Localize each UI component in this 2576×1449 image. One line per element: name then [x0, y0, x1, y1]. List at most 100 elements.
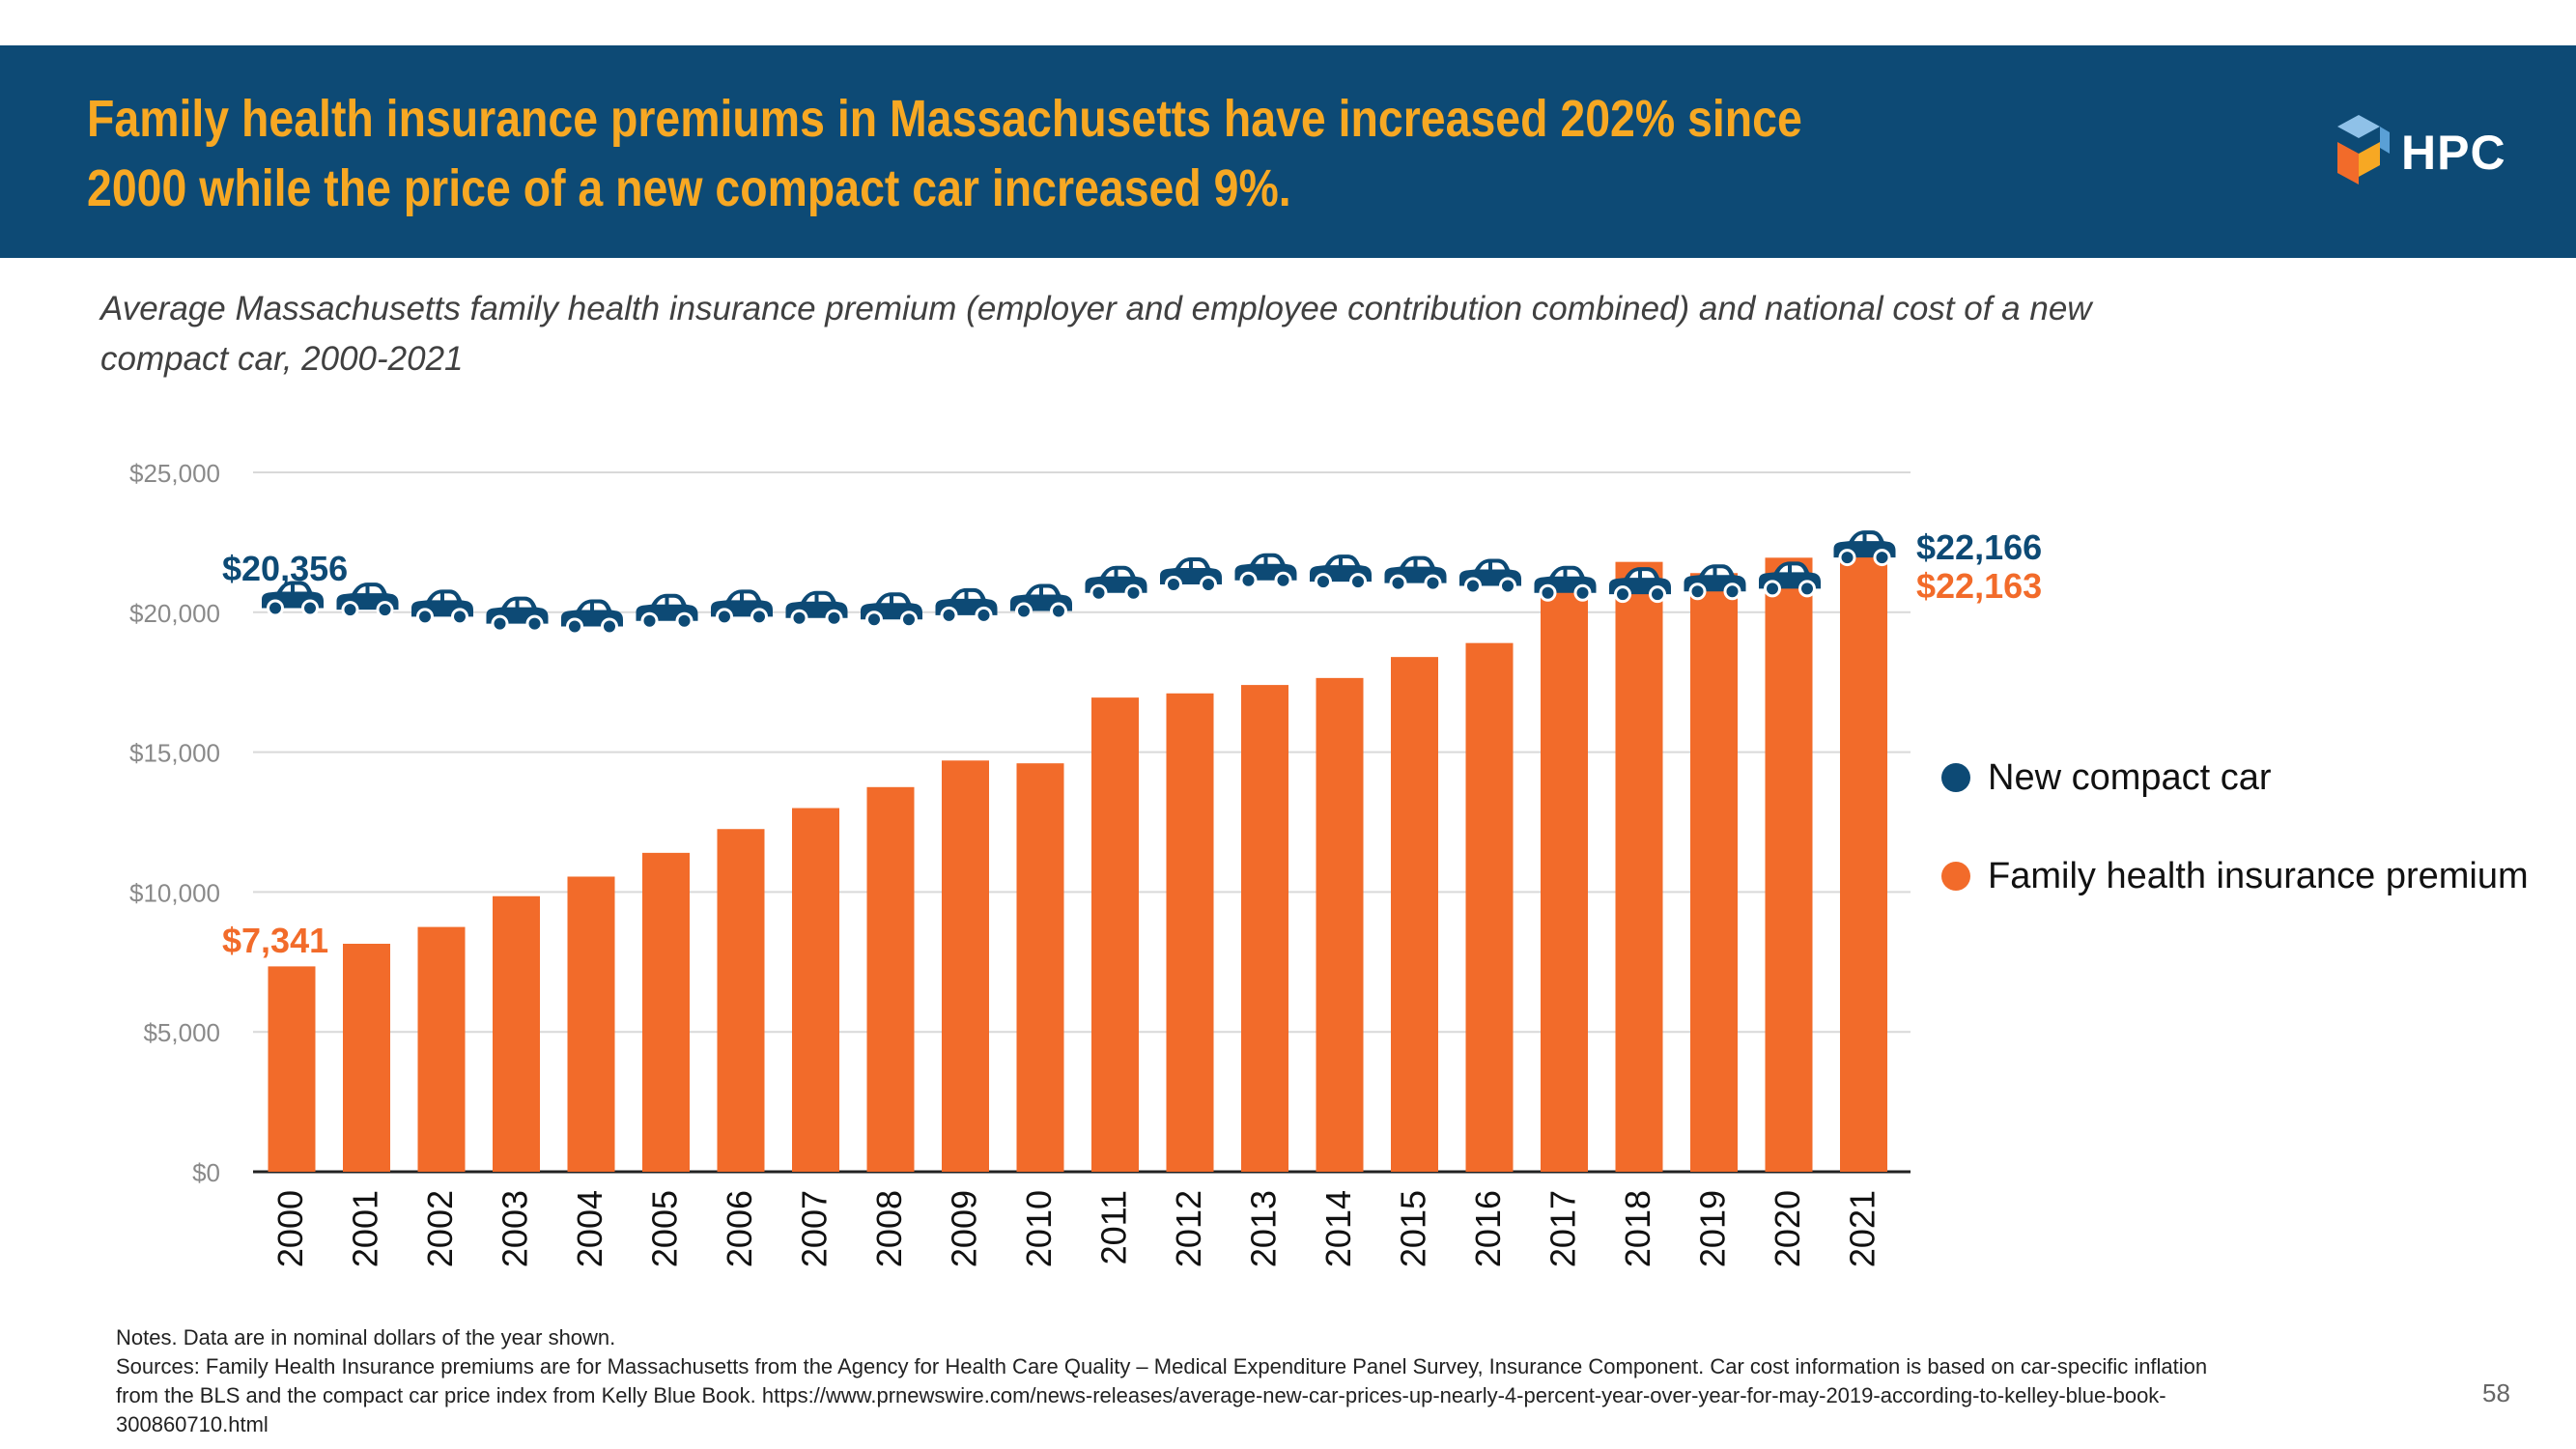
x-tick-label: 2007: [795, 1190, 835, 1267]
car-icon: [1684, 564, 1746, 601]
car-icon: [935, 587, 998, 624]
x-tick-label: 2000: [270, 1190, 310, 1267]
x-tick-label: 2016: [1468, 1190, 1508, 1267]
x-tick-label: 2011: [1094, 1190, 1134, 1264]
x-tick-label: 2010: [1019, 1190, 1059, 1267]
premium-bar: [1016, 763, 1064, 1172]
notes-line: Notes. Data are in nominal dollars of th…: [116, 1325, 616, 1350]
hpc-logo: HPC: [2330, 111, 2513, 198]
premium-bar: [1166, 693, 1214, 1172]
x-tick-label: 2006: [720, 1190, 759, 1267]
premium-bar: [1690, 573, 1738, 1172]
premium-bar: [717, 829, 765, 1172]
car-icon: [262, 581, 324, 617]
x-tick-label: 2001: [346, 1190, 385, 1267]
sources-line: Sources: Family Health Insurance premium…: [116, 1354, 2208, 1378]
legend-car-label: New compact car: [1988, 756, 2272, 798]
page-number: 58: [2482, 1378, 2510, 1407]
car-icon: [1160, 557, 1222, 594]
premium-bar: [493, 895, 540, 1172]
page-title-line-1: Family health insurance premiums in Mass…: [87, 90, 1802, 148]
car-end-label: $22,166: [1916, 527, 2042, 567]
chart: $0 $5,000 $10,000 $15,000 $20,000 $25,000 200…: [129, 459, 2042, 1267]
x-tick-label: 2012: [1169, 1190, 1208, 1267]
car-start-label: $20,356: [222, 549, 348, 588]
premium-bar: [642, 852, 690, 1172]
car-icon: [1310, 554, 1372, 591]
car-icon: [561, 599, 623, 636]
hpc-logo-text: HPC: [2401, 126, 2506, 180]
premium-start-label: $7,341: [222, 921, 328, 960]
car-icon: [785, 590, 848, 627]
premium-bar: [942, 760, 989, 1172]
y-tick-label: $25,000: [129, 459, 220, 488]
source-notes: Notes. Data are in nominal dollars of th…: [116, 1323, 2386, 1439]
legend-item-premium: Family health insurance premium: [1941, 852, 2529, 900]
premium-bar: [792, 808, 839, 1172]
car-icon: [411, 589, 473, 626]
premium-bars: [268, 552, 1887, 1172]
y-tick-label: $20,000: [129, 599, 220, 628]
car-icon: [486, 596, 549, 633]
car-icon: [1384, 555, 1447, 592]
premium-bar: [1091, 697, 1139, 1172]
y-tick-label: $0: [192, 1158, 220, 1187]
legend-car-dot-icon: [1941, 763, 1970, 792]
car-icon: [1609, 567, 1671, 604]
value-annotations: $20,356 $7,341 $22,166$22,163: [222, 527, 2042, 960]
car-icon: [711, 589, 773, 626]
premium-bar: [417, 926, 466, 1172]
premium-bar: [1316, 677, 1364, 1172]
x-tick-label: 2020: [1768, 1190, 1807, 1267]
premium-bar: [1391, 657, 1438, 1172]
car-icon: [861, 592, 922, 629]
premium-bar: [268, 966, 316, 1172]
x-axis-ticks: 2000 2001 2002 2003 2004 2005 2006 2007 2008 2009…: [270, 1190, 1882, 1267]
car-icon: [1234, 553, 1297, 589]
x-tick-label: 2021: [1843, 1190, 1882, 1267]
premium-bar: [1615, 561, 1663, 1172]
x-tick-label: 2014: [1318, 1190, 1358, 1267]
page-title: Family health insurance premiums in Mass…: [87, 84, 1914, 223]
car-icon: [636, 593, 698, 630]
x-tick-label: 2017: [1543, 1190, 1583, 1267]
car-icon: [1459, 558, 1521, 595]
y-tick-label: $15,000: [129, 739, 220, 768]
x-tick-label: 2013: [1244, 1190, 1284, 1267]
chart-legend: New compact car Family health insurance …: [1941, 753, 2529, 951]
car-icon: [1534, 565, 1597, 602]
car-icon: [1833, 530, 1896, 567]
premium-bar: [343, 943, 390, 1172]
car-icon: [1010, 583, 1072, 620]
y-axis-ticks: $0 $5,000 $10,000 $15,000 $20,000 $25,000: [129, 459, 220, 1187]
x-tick-label: 2015: [1394, 1190, 1433, 1267]
legend-premium-label: Family health insurance premium: [1988, 855, 2529, 896]
legend-item-car: New compact car: [1941, 753, 2529, 802]
x-tick-label: 2002: [420, 1190, 460, 1267]
title-banner: Family health insurance premiums in Mass…: [0, 45, 2576, 258]
premium-end-label: $22,163: [1916, 566, 2042, 606]
car-icon: [1759, 561, 1821, 598]
premium-bar: [866, 786, 915, 1172]
y-tick-label: $10,000: [129, 878, 220, 907]
y-tick-label: $5,000: [143, 1018, 220, 1047]
sources-line: from the BLS and the compact car price i…: [116, 1383, 2166, 1407]
chart-subtitle-line-2: compact car, 2000-2021: [100, 340, 464, 378]
page-title-line-2: 2000 while the price of a new compact ca…: [87, 159, 1291, 217]
x-tick-label: 2003: [495, 1190, 535, 1267]
chart-subtitle-line-1: Average Massachusetts family health insu…: [100, 290, 2092, 327]
x-tick-label: 2019: [1693, 1190, 1733, 1267]
premium-bar: [1465, 642, 1514, 1172]
premium-bar: [1765, 557, 1813, 1172]
car-markers: [262, 530, 1896, 636]
premium-bar: [1541, 583, 1588, 1172]
car-icon: [336, 582, 399, 619]
x-tick-label: 2009: [945, 1190, 984, 1267]
x-tick-label: 2018: [1618, 1190, 1657, 1267]
premium-bar: [1840, 552, 1887, 1172]
premium-bar: [1241, 685, 1288, 1172]
hpc-logo-mark-icon: [2337, 115, 2390, 185]
x-tick-label: 2005: [645, 1190, 685, 1267]
sources-line: 300860710.html: [116, 1412, 269, 1436]
chart-subtitle: Average Massachusetts family health insu…: [100, 284, 2322, 384]
